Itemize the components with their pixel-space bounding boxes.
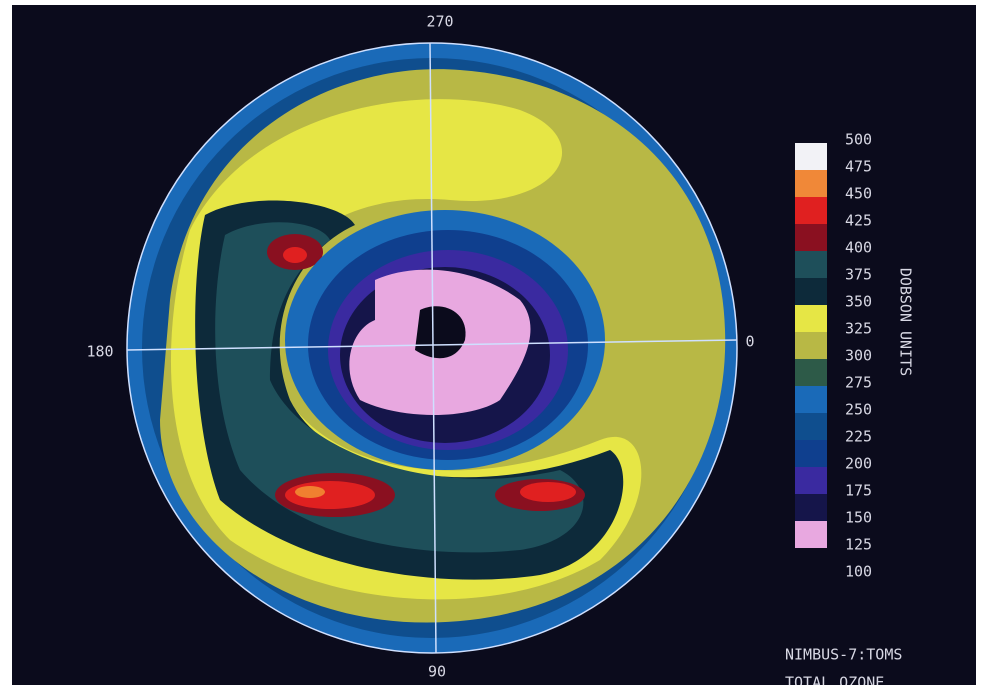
legend-label: 475 [845,158,872,176]
legend-label: 100 [845,563,872,581]
legend-label: 425 [845,212,872,230]
axis-label: 90 [428,663,446,681]
legend-label: 375 [845,266,872,284]
legend-label: 275 [845,374,872,392]
legend-label: 225 [845,428,872,446]
caption: TOTAL OZONE [785,674,884,685]
legend-label: 125 [845,536,872,554]
legend-labels: 500 475 450 425 400 375 350 325 300 275 250 225 200 1… [845,131,872,581]
axis-label: 180 [86,343,113,361]
legend-label: 450 [845,185,872,203]
legend-label: 300 [845,347,872,365]
axis-label: 270 [426,13,453,31]
axis-label: 0 [745,333,754,351]
legend-title: DOBSON UNITS [897,268,915,376]
legend-label: 325 [845,320,872,338]
caption: NIMBUS-7:TOMS [785,646,902,664]
legend-label: 500 [845,131,872,149]
legend-label: 400 [845,239,872,257]
color-scale [795,143,827,548]
legend-label: 200 [845,455,872,473]
legend-label: 350 [845,293,872,311]
legend-label: 150 [845,509,872,527]
legend-label: 175 [845,482,872,500]
legend-label: 250 [845,401,872,419]
globe [126,42,738,654]
